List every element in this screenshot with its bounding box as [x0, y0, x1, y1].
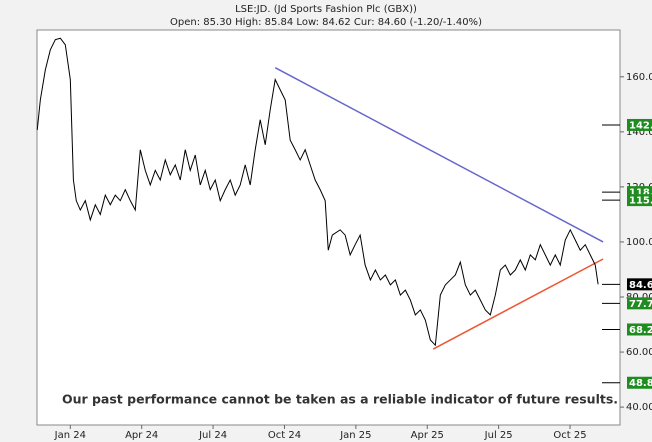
disclaimer: Our past performance cannot be taken as … — [62, 392, 618, 407]
level-box — [627, 323, 652, 336]
plot-area — [36, 29, 621, 426]
level-label: 118.1 — [629, 188, 652, 199]
y-tick-label: 140.00 — [626, 127, 652, 138]
y-tick-label: 60.00 — [626, 347, 652, 358]
level-label: 77.70 — [629, 299, 652, 310]
x-tick-label: Jan 25 — [339, 430, 371, 441]
trend-line — [274, 67, 604, 243]
x-tick-label: Jul 25 — [484, 430, 513, 441]
level-box — [627, 278, 652, 291]
level-label: 84.60 — [629, 280, 652, 291]
level-box — [627, 297, 652, 310]
x-tick-label: Apr 24 — [125, 430, 158, 441]
trend-line — [432, 258, 604, 350]
level-label: 115.2 — [629, 196, 652, 207]
x-tick-label: Oct 24 — [268, 430, 301, 441]
level-label: 142.5 — [629, 120, 652, 131]
price-line — [36, 37, 599, 347]
level-box — [627, 118, 652, 131]
level-label: 48.85 — [629, 378, 652, 389]
y-tick-label: 160.00 — [626, 72, 652, 83]
x-tick-label: Oct 25 — [553, 430, 586, 441]
level-box — [627, 194, 652, 207]
level-label: 68.20 — [629, 325, 652, 336]
chart-subtitle: Open: 85.30 High: 85.84 Low: 84.62 Cur: … — [170, 17, 482, 28]
x-tick-label: Jan 24 — [54, 430, 86, 441]
y-tick-label: 100.00 — [626, 237, 652, 248]
level-box — [627, 376, 652, 389]
x-tick-label: Apr 25 — [411, 430, 444, 441]
x-tick-label: Jul 24 — [198, 430, 227, 441]
y-tick-label: 40.00 — [626, 402, 652, 413]
chart-title: LSE:JD. (Jd Sports Fashion Plc (GBX)) — [235, 4, 417, 15]
